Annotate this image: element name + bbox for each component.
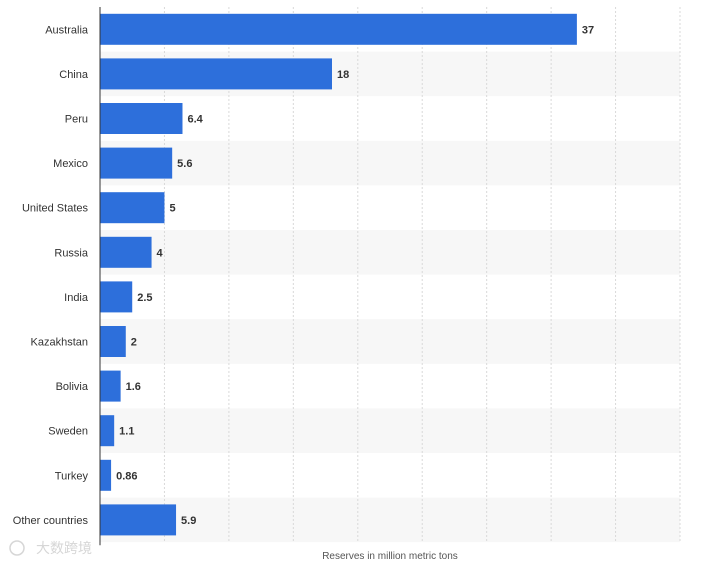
category-label: Turkey (55, 470, 89, 482)
value-label: 1.1 (119, 426, 134, 438)
value-label: 5.9 (181, 515, 196, 527)
category-label: Sweden (48, 426, 88, 438)
row-stripe (100, 319, 680, 364)
bar (100, 415, 115, 447)
category-labels: Australia China Peru Mexico United States Rus… (13, 24, 89, 527)
bars (100, 13, 577, 536)
row-stripe (100, 497, 680, 543)
value-label: 1.6 (126, 381, 141, 393)
category-label: Mexico (53, 158, 88, 170)
value-label: 37 (582, 24, 594, 36)
watermark: 大数跨境 (9, 540, 92, 556)
row-stripe (100, 140, 680, 186)
category-label: Australia (45, 24, 89, 36)
row-stripe (100, 230, 680, 275)
value-label: 2.5 (137, 292, 152, 304)
bar (100, 326, 126, 357)
bar (100, 236, 152, 268)
row-stripe (100, 408, 680, 453)
category-label: China (59, 69, 89, 81)
x-axis-title: Reserves in million metric tons (322, 551, 458, 562)
bar (100, 147, 173, 179)
bar (100, 281, 133, 313)
value-label: 5.6 (177, 158, 192, 170)
bar (100, 58, 332, 90)
watermark-text: 大数跨境 (36, 540, 92, 556)
category-label: Bolivia (56, 381, 89, 393)
value-label: 0.86 (116, 470, 137, 482)
value-label: 4 (157, 247, 164, 259)
category-label: United States (22, 203, 89, 215)
category-label: Other countries (13, 515, 89, 527)
bar (100, 103, 183, 134)
value-labels: 37 18 6.4 5.6 5 4 2.5 2 1.6 1.1 0.86 5.9 (116, 24, 594, 527)
category-label: Peru (65, 114, 88, 126)
category-label: Kazakhstan (31, 337, 88, 349)
bar (100, 13, 577, 45)
row-stripes (100, 51, 680, 543)
bar (100, 370, 121, 402)
value-label: 18 (337, 69, 349, 81)
watermark-logo-icon (9, 540, 25, 556)
value-label: 2 (131, 337, 137, 349)
gridlines (163, 7, 681, 543)
value-label: 5 (169, 203, 175, 215)
value-label: 6.4 (187, 114, 203, 126)
category-label: India (64, 292, 89, 304)
bar (100, 504, 177, 536)
category-label: Russia (54, 247, 89, 259)
bar (100, 459, 112, 491)
bar (100, 192, 165, 224)
